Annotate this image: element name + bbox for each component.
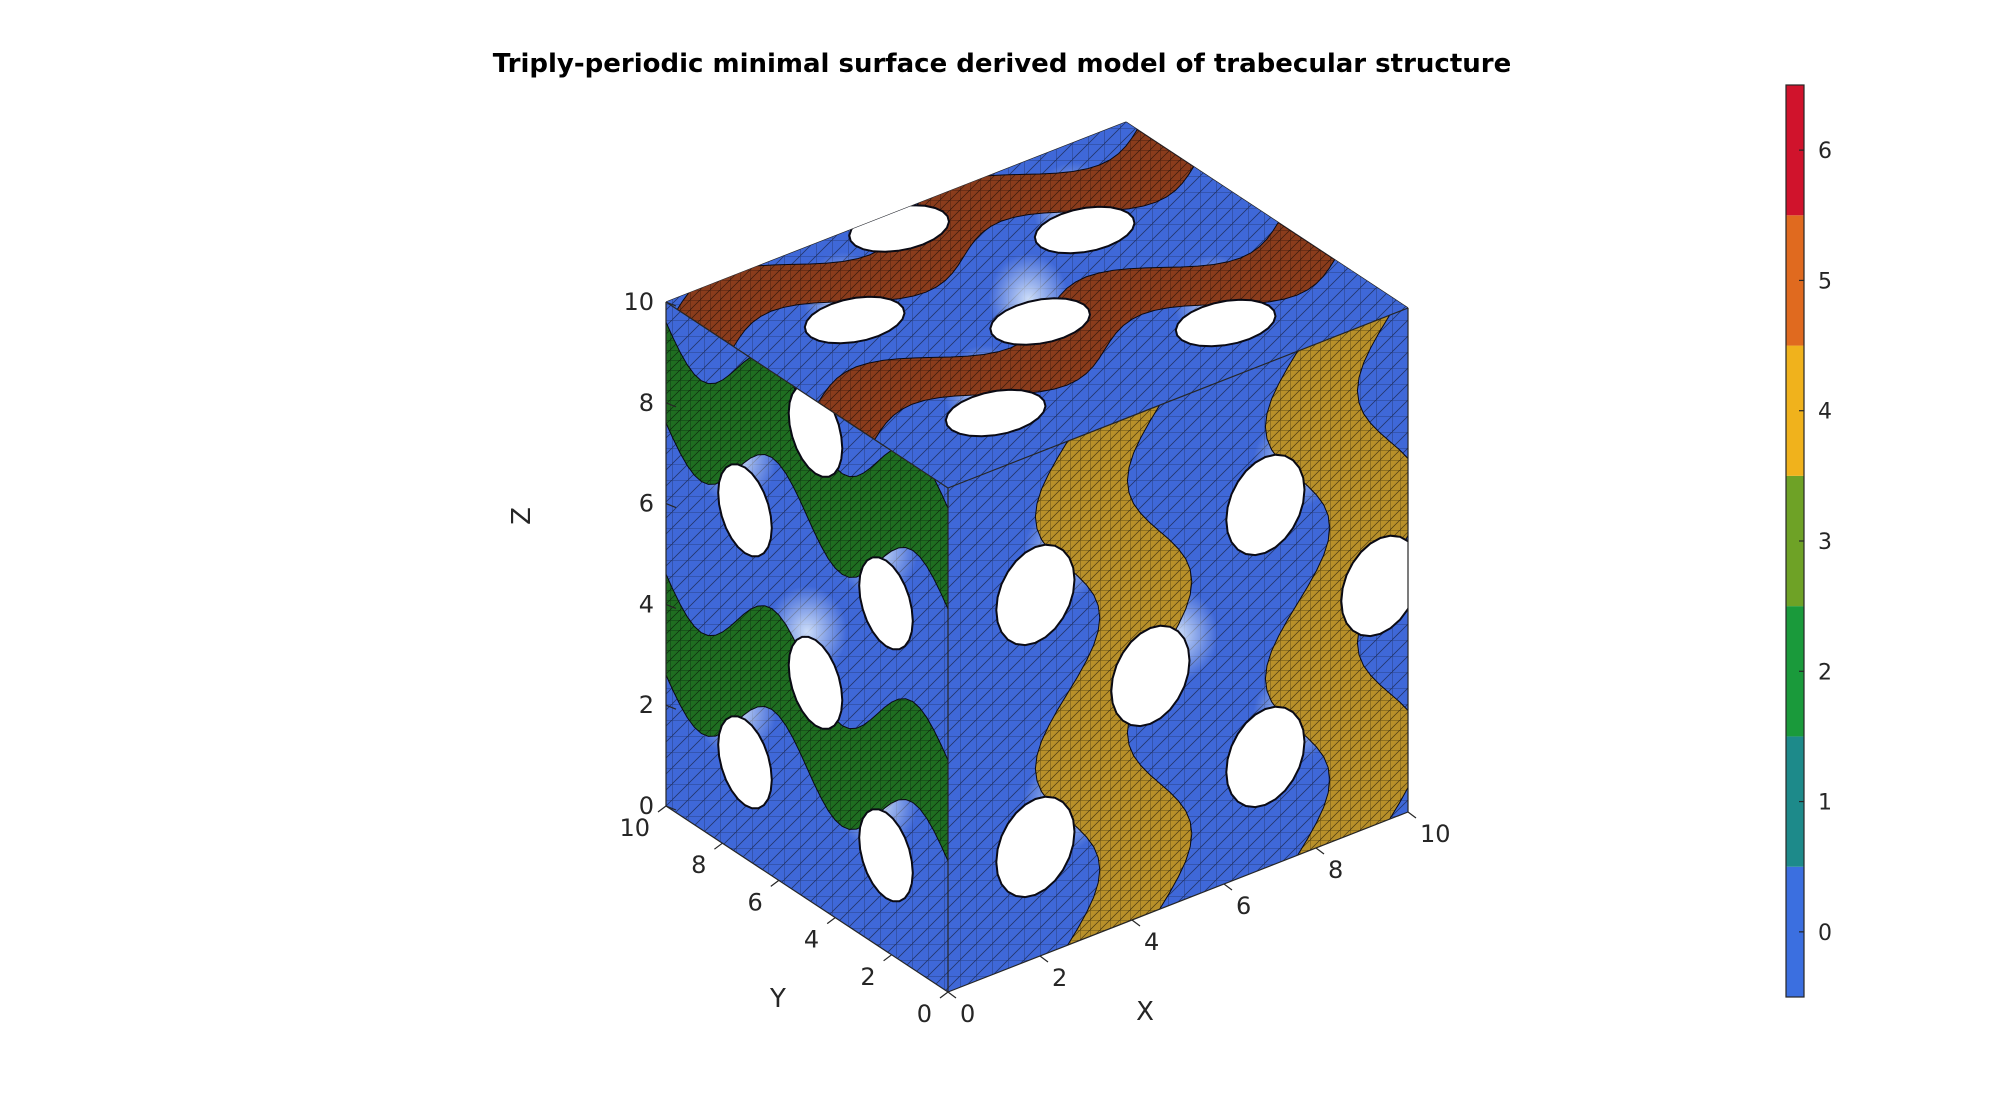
y-tick-label: 6 — [748, 888, 763, 916]
z-tick-mark — [665, 503, 677, 509]
x-axis-label: X — [1136, 997, 1154, 1027]
pore-opening — [1110, 624, 1191, 728]
pore-opening — [858, 556, 914, 651]
box-edge — [947, 811, 1409, 993]
pore-opening — [858, 808, 914, 903]
box-edge — [947, 307, 1409, 489]
z-tick-mark — [665, 402, 677, 408]
z-tick-mark — [665, 603, 677, 609]
z-tick-label: 2 — [639, 691, 654, 719]
pore-opening — [1225, 705, 1306, 809]
x-tick-label: 4 — [1144, 928, 1159, 956]
colorbar-segment — [1786, 866, 1804, 997]
face-left-y — [666, 302, 948, 992]
z-tick-label: 10 — [623, 288, 654, 316]
y-tick-label: 2 — [860, 963, 875, 991]
y-tick-label: 10 — [619, 814, 650, 842]
colorbar-tick-label: 5 — [1818, 269, 1832, 294]
x-axis-ticks: 0 2 4 6 8 10 — [947, 811, 1451, 1028]
z-tick-mark — [665, 301, 677, 307]
y-tick-mark — [826, 917, 836, 925]
face-top-z — [666, 122, 1408, 488]
z-tick-label: 4 — [639, 590, 654, 618]
colorbar: 0 1 2 3 4 5 6 — [1785, 84, 1832, 998]
axes-box-front — [665, 301, 1409, 993]
colorbar-segment — [1786, 606, 1804, 737]
x-tick-mark — [1223, 883, 1233, 891]
x-tick-label: 0 — [960, 1000, 975, 1028]
z-tick-mark — [665, 704, 677, 710]
pore-opening — [803, 295, 906, 345]
face-right-x — [948, 308, 1408, 992]
x-tick-label: 8 — [1328, 856, 1343, 884]
pore-opening — [995, 795, 1076, 899]
y-axis-label: Y — [769, 984, 786, 1014]
chart-title: Triply-periodic minimal surface derived … — [493, 49, 1511, 79]
x-tick-mark — [1407, 811, 1417, 819]
x-tick-label: 2 — [1052, 964, 1067, 992]
colorbar-tick-label: 0 — [1818, 921, 1832, 946]
x-tick-mark — [1131, 919, 1141, 927]
x-tick-mark — [1315, 847, 1325, 855]
pore-opening — [989, 297, 1092, 346]
z-tick-label: 6 — [639, 490, 654, 518]
x-tick-label: 10 — [1420, 820, 1451, 848]
pore-opening — [995, 543, 1076, 647]
y-tick-label: 0 — [917, 1000, 932, 1028]
colorbar-tick-label: 4 — [1818, 400, 1832, 425]
z-tick-label: 0 — [639, 792, 654, 820]
pore-opening — [1033, 205, 1136, 255]
z-tick-mark — [665, 805, 677, 811]
colorbar-segment — [1786, 215, 1804, 346]
box-edge — [665, 805, 949, 993]
pore-opening — [717, 463, 773, 558]
pore-opening — [717, 715, 773, 810]
y-axis-ticks: 0 2 4 6 8 10 — [619, 805, 949, 1028]
colorbar-tick-label: 3 — [1818, 530, 1832, 555]
pore-opening — [787, 635, 844, 730]
z-axis-label: Z — [507, 507, 537, 525]
trabecular-surface — [666, 122, 1408, 992]
colorbar-segment — [1786, 345, 1804, 476]
z-axis-ticks: 0 2 4 6 8 10 — [623, 288, 677, 820]
colorbar-tick-label: 2 — [1818, 660, 1832, 685]
x-tick-mark — [1039, 955, 1049, 963]
colorbar-tick-label: 1 — [1818, 791, 1832, 816]
z-tick-label: 8 — [639, 389, 654, 417]
y-tick-mark — [939, 991, 949, 999]
colorbar-tick-label: 6 — [1818, 139, 1832, 164]
y-tick-mark — [657, 805, 667, 813]
y-tick-label: 4 — [804, 926, 819, 954]
y-tick-mark — [714, 842, 723, 850]
box-edge — [665, 301, 949, 489]
colorbar-segment — [1786, 736, 1804, 867]
pore-opening — [1340, 534, 1408, 638]
y-tick-mark — [883, 954, 892, 962]
pore-opening — [944, 388, 1047, 438]
colorbar-segment — [1786, 85, 1804, 216]
y-tick-label: 8 — [691, 851, 706, 879]
pore-opening — [1225, 453, 1306, 557]
x-tick-label: 6 — [1236, 892, 1251, 920]
y-tick-mark — [770, 879, 780, 887]
colorbar-segment — [1786, 475, 1804, 607]
pore-opening — [1174, 298, 1277, 348]
x-tick-mark — [947, 991, 957, 999]
